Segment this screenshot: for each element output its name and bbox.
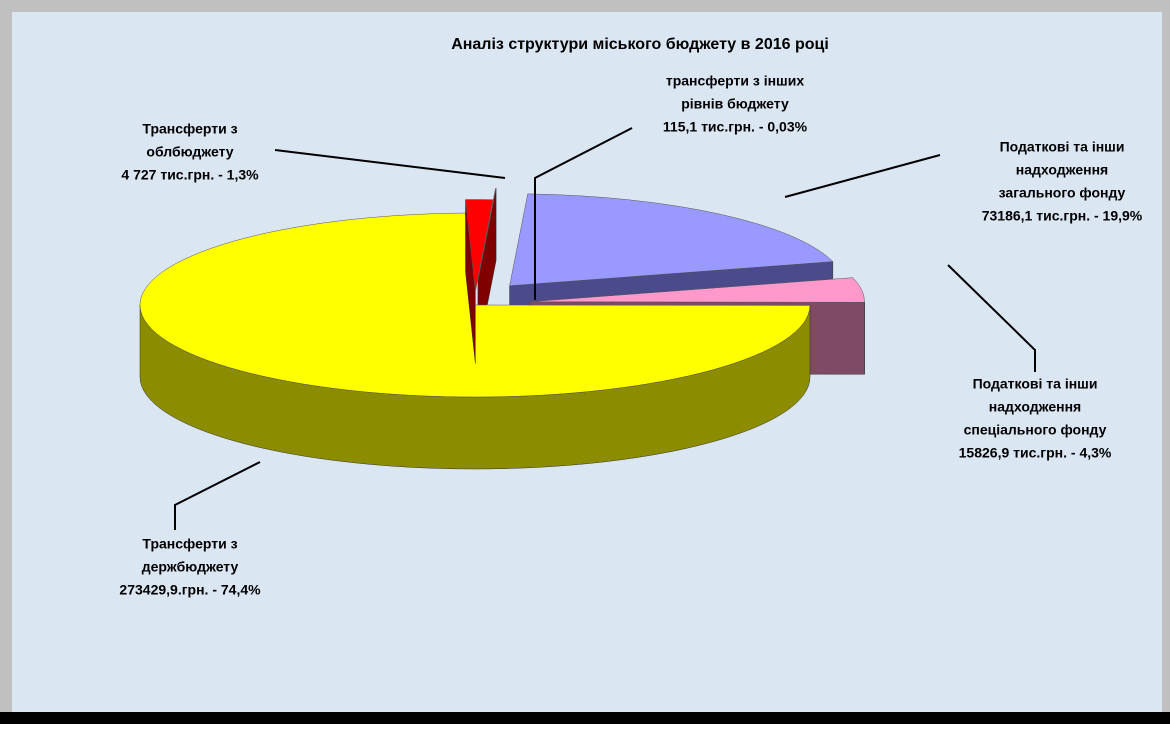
- data-label-value: 4 727 тис.грн. - 1,3%: [121, 167, 259, 183]
- data-label: Трансферти з: [142, 536, 237, 552]
- data-label: рівнів бюджету: [681, 96, 789, 112]
- chart-title: Аналіз структури міського бюджету в 2016…: [451, 36, 829, 53]
- data-label: надходження: [1016, 162, 1108, 178]
- data-label: трансферти з інших: [666, 73, 804, 89]
- data-label-value: 115,1 тис.грн. - 0,03%: [663, 119, 808, 135]
- data-label: спеціального фонду: [964, 422, 1107, 438]
- data-label: облбюджету: [146, 144, 233, 160]
- data-label-value: 73186,1 тис.грн. - 19,9%: [982, 208, 1143, 224]
- data-label: Податкові та інши: [973, 376, 1098, 392]
- data-label: держбюджету: [142, 559, 239, 575]
- data-label-value: 273429,9.грн. - 74,4%: [119, 582, 261, 598]
- bottom-bar: [0, 712, 1170, 724]
- data-label-value: 15826,9 тис.грн. - 4,3%: [959, 445, 1112, 461]
- data-label: Податкові та інши: [1000, 139, 1125, 155]
- data-label: загального фонду: [999, 185, 1126, 201]
- data-label: надходження: [989, 399, 1081, 415]
- data-label: Трансферти з: [142, 121, 237, 137]
